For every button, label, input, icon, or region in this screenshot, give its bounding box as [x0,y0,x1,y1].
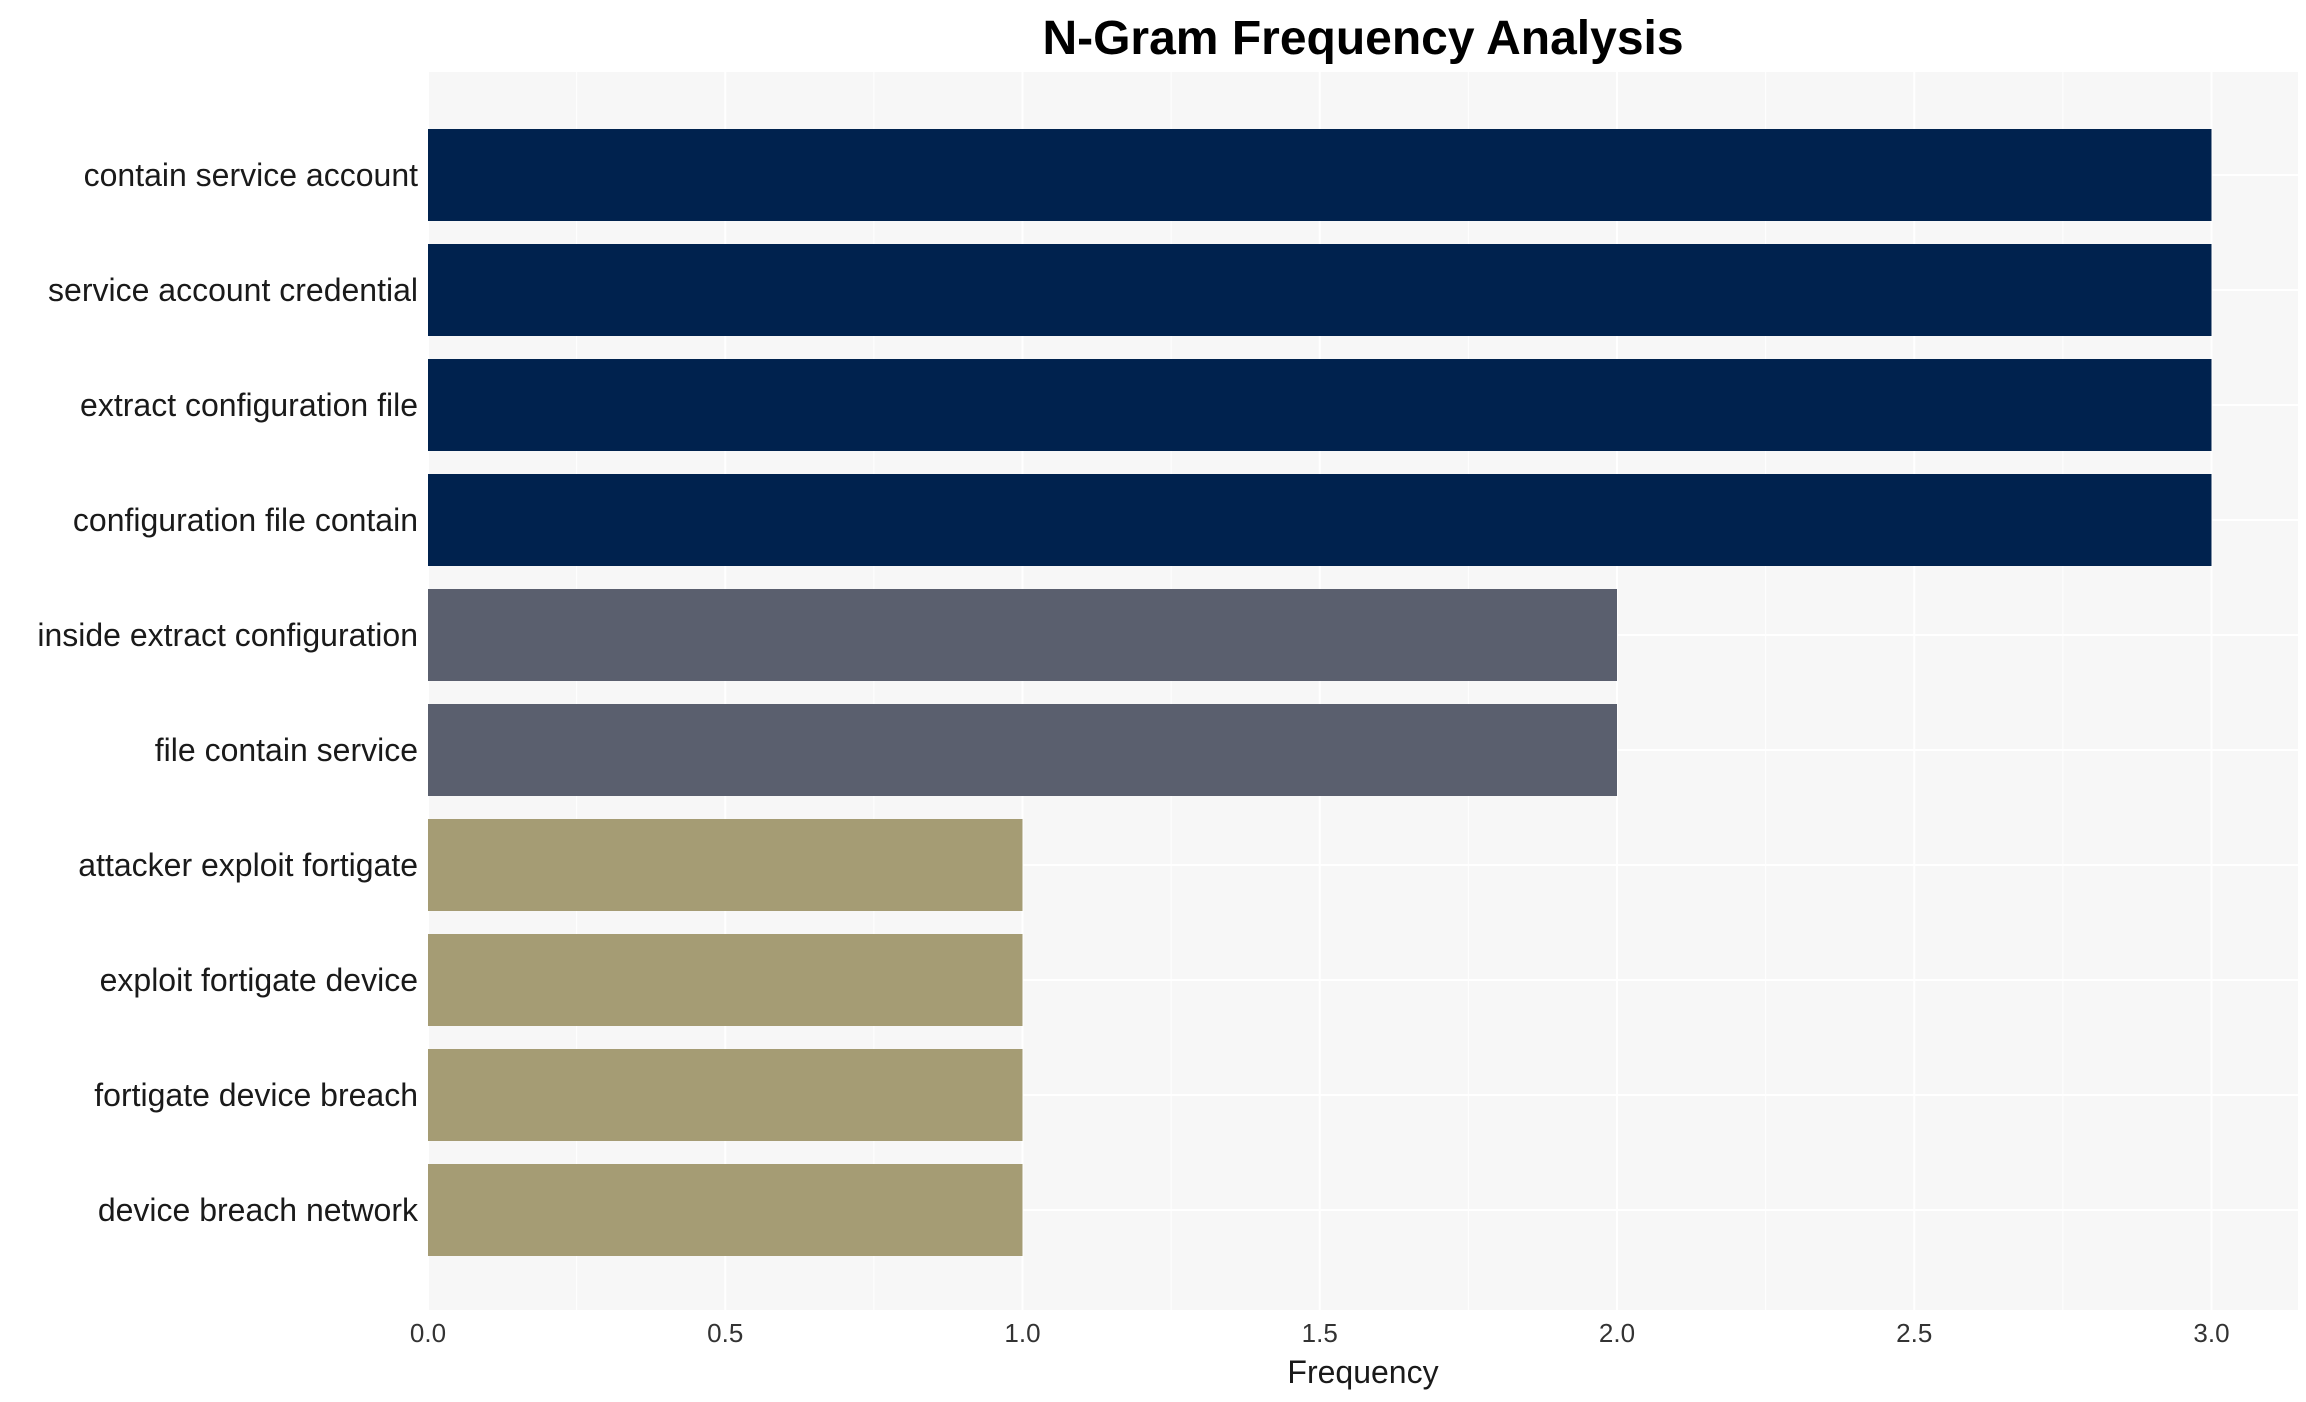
bar [428,704,1617,796]
x-tick-label: 1.5 [1302,1318,1338,1348]
category-label: exploit fortigate device [100,962,418,998]
category-label: service account credential [48,272,418,308]
category-label: extract configuration file [80,387,418,423]
bar [428,359,2212,451]
category-label: file contain service [155,732,418,768]
category-label: device breach network [98,1192,419,1228]
bar [428,934,1023,1026]
bar [428,819,1023,911]
x-tick-label: 0.5 [707,1318,743,1348]
category-label: contain service account [84,157,419,193]
bar [428,129,2212,221]
x-tick-label: 2.5 [1896,1318,1932,1348]
x-tick-labels: 0.0 0.5 1.0 1.5 2.0 2.5 3.0 [410,1318,2230,1348]
x-tick-label: 2.0 [1599,1318,1635,1348]
category-label: fortigate device breach [94,1077,418,1113]
chart-title: N-Gram Frequency Analysis [1042,12,1683,65]
category-labels: contain service account service account c… [37,157,419,1228]
x-tick-label: 3.0 [2193,1318,2229,1348]
bar [428,589,1617,681]
x-tick-label: 0.0 [410,1318,446,1348]
category-label: configuration file contain [73,502,418,538]
category-label: attacker exploit fortigate [78,847,418,883]
bar [428,1164,1023,1256]
bars [428,129,2212,1256]
bar [428,1049,1023,1141]
x-tick-label: 1.0 [1004,1318,1040,1348]
category-label: inside extract configuration [37,617,418,653]
bar [428,474,2212,566]
bar [428,244,2212,336]
x-axis-title: Frequency [1287,1354,1438,1390]
